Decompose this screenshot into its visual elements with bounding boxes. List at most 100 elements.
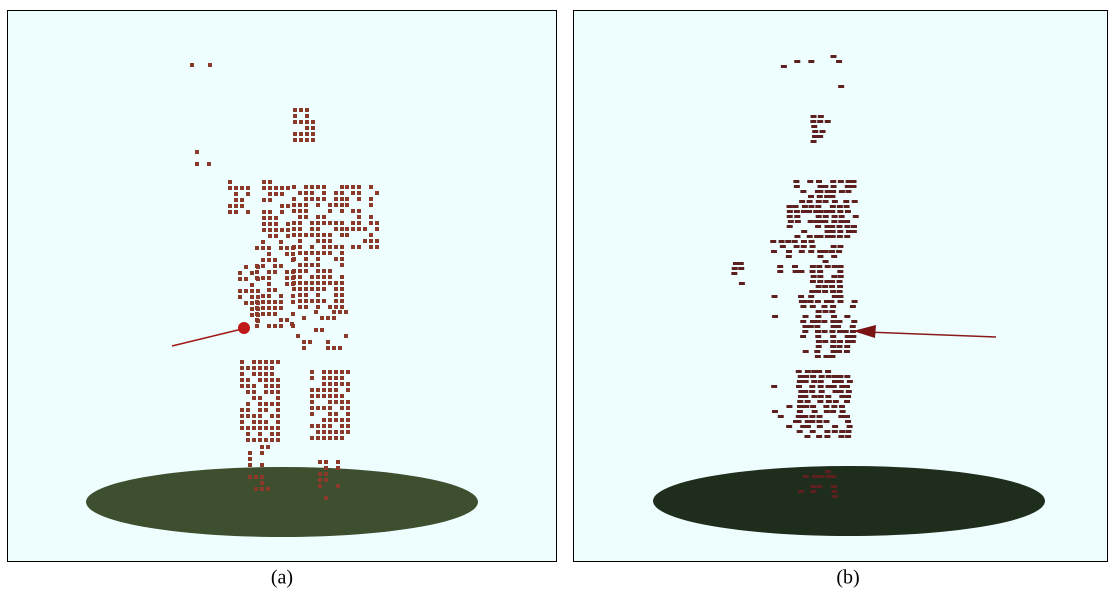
voxel — [316, 394, 320, 398]
voxel — [369, 185, 373, 189]
voxel — [375, 245, 379, 249]
voxel — [830, 320, 836, 323]
voxel — [345, 197, 349, 201]
voxel — [798, 270, 804, 273]
voxel — [786, 250, 792, 253]
voxel — [780, 245, 786, 248]
voxel — [837, 205, 843, 208]
voxel — [772, 410, 778, 413]
voxel — [310, 263, 314, 267]
voxel — [731, 272, 737, 275]
voxel — [273, 306, 277, 310]
voxel — [298, 251, 302, 255]
voxel — [831, 385, 837, 388]
voxel — [832, 200, 838, 203]
voxel — [324, 478, 328, 482]
voxel — [816, 370, 822, 373]
voxel — [823, 215, 829, 218]
voxel — [357, 185, 361, 189]
voxel — [810, 120, 816, 123]
voxel — [340, 263, 344, 267]
voxel — [260, 475, 264, 479]
voxel — [803, 315, 809, 318]
voxel — [258, 414, 262, 418]
voxel — [334, 436, 338, 440]
voxel — [267, 300, 271, 304]
voxel — [258, 372, 262, 376]
voxel — [345, 203, 349, 207]
voxel — [809, 420, 815, 423]
voxel — [240, 198, 244, 202]
voxel — [852, 200, 858, 203]
voxel — [305, 114, 309, 118]
voxel — [334, 191, 338, 195]
voxel — [810, 270, 816, 273]
voxel — [837, 295, 843, 298]
voxel — [298, 269, 302, 273]
voxel — [803, 380, 809, 383]
voxel — [316, 239, 320, 243]
voxel — [794, 215, 800, 218]
voxel — [800, 305, 806, 308]
voxel — [837, 345, 843, 348]
voxel — [316, 275, 320, 279]
voxel — [771, 250, 777, 253]
voxel — [357, 245, 361, 249]
voxel — [258, 420, 262, 424]
voxel — [334, 400, 338, 404]
voxel — [345, 227, 349, 231]
voxel — [334, 221, 338, 225]
voxel — [839, 395, 845, 398]
voxel — [771, 385, 777, 388]
voxel — [258, 438, 262, 442]
voxel — [246, 390, 250, 394]
voxel — [822, 220, 828, 223]
voxel — [274, 186, 278, 190]
voxel — [246, 186, 250, 190]
voxel — [818, 475, 824, 478]
voxel — [285, 252, 289, 256]
voxel — [830, 205, 836, 208]
voxel — [270, 432, 274, 436]
voxel — [262, 228, 266, 232]
voxel — [270, 426, 274, 430]
voxel — [844, 385, 850, 388]
voxel — [818, 395, 824, 398]
voxel — [340, 406, 344, 410]
voxel — [809, 390, 815, 393]
voxel — [824, 430, 830, 433]
voxel — [346, 382, 350, 386]
voxel — [806, 210, 812, 213]
voxel — [816, 180, 822, 183]
voxel — [809, 385, 815, 388]
voxel — [291, 270, 295, 274]
voxel — [285, 276, 289, 280]
voxel — [304, 185, 308, 189]
voxel — [310, 191, 314, 195]
voxel — [817, 415, 823, 418]
voxel — [276, 438, 280, 442]
voxel — [817, 400, 823, 403]
voxel — [817, 190, 823, 193]
voxel — [310, 251, 314, 255]
voxel — [322, 436, 326, 440]
voxel — [832, 390, 838, 393]
voxel — [823, 200, 829, 203]
voxel — [850, 325, 856, 328]
voxel — [298, 191, 302, 195]
voxel — [305, 138, 309, 142]
voxel — [322, 406, 326, 410]
voxel — [267, 252, 271, 256]
voxel — [823, 250, 829, 253]
voxel — [228, 210, 232, 214]
voxel — [264, 384, 268, 388]
voxel — [829, 330, 835, 333]
voxel — [268, 192, 272, 196]
voxel — [816, 310, 822, 313]
voxel — [302, 316, 306, 320]
voxel — [322, 245, 326, 249]
voxel — [340, 382, 344, 386]
voxel — [778, 415, 784, 418]
voxel — [817, 135, 823, 138]
voxel — [328, 269, 332, 273]
